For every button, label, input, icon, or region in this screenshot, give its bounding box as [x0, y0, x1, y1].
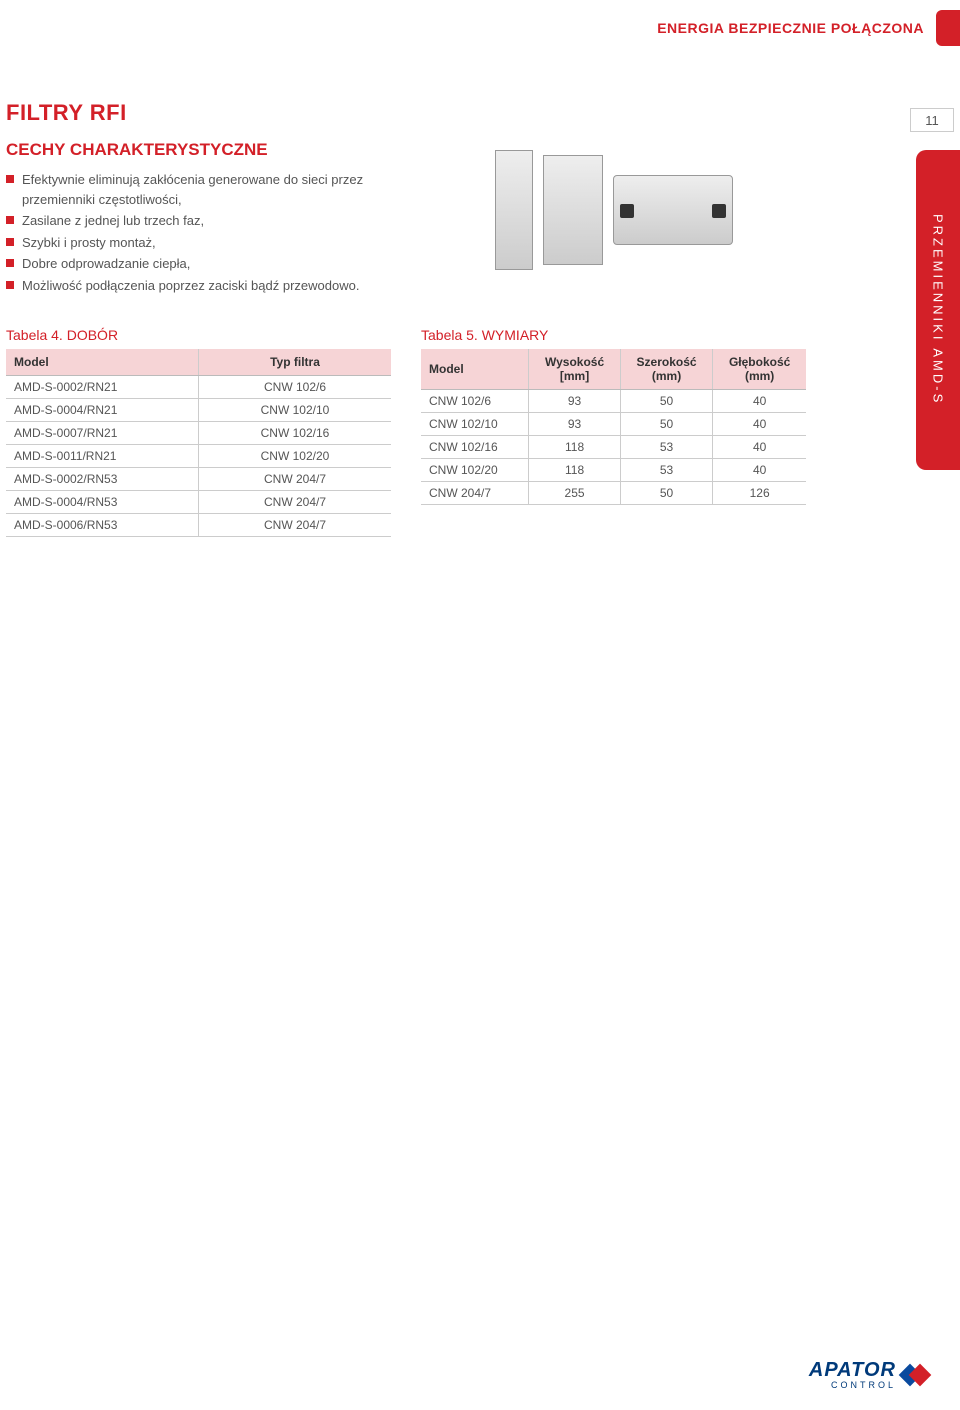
table-cell: 126	[713, 482, 806, 505]
table5: Model Wysokość [mm] Szerokość (mm) Głębo…	[421, 349, 806, 505]
device-illustration	[543, 155, 603, 265]
header-bar: ENERGIA BEZPIECZNIE POŁĄCZONA	[657, 10, 960, 46]
table-cell: 50	[620, 482, 712, 505]
table-cell: 50	[620, 390, 712, 413]
table5-column: Tabela 5. WYMIARY Model Wysokość [mm] Sz…	[421, 297, 806, 537]
table-cell: CNW 102/6	[199, 376, 392, 399]
feature-item: Efektywnie eliminują zakłócenia generowa…	[6, 170, 391, 209]
table-row: AMD-S-0011/RN21CNW 102/20	[6, 445, 391, 468]
table-cell: 93	[529, 413, 621, 436]
table-cell: CNW 102/16	[199, 422, 392, 445]
table-row: CNW 102/161185340	[421, 436, 806, 459]
table-cell: AMD-S-0007/RN21	[6, 422, 199, 445]
subsection-title: CECHY CHARAKTERYSTYCZNE	[6, 140, 391, 160]
feature-item: Możliwość podłączenia poprzez zaciski bą…	[6, 276, 391, 296]
feature-item: Dobre odprowadzanie ciepła,	[6, 254, 391, 274]
feature-item: Zasilane z jednej lub trzech faz,	[6, 211, 391, 231]
table-cell: 40	[713, 413, 806, 436]
table-row: CNW 204/725550126	[421, 482, 806, 505]
table-cell: CNW 102/20	[199, 445, 392, 468]
table-cell: 255	[529, 482, 621, 505]
header-tagline: ENERGIA BEZPIECZNIE POŁĄCZONA	[657, 20, 924, 36]
table5-caption: Tabela 5. WYMIARY	[421, 327, 806, 343]
table4-column: Tabela 4. DOBÓR Model Typ filtra AMD-S-0…	[6, 297, 391, 537]
table-cell: 118	[529, 436, 621, 459]
table-cell: AMD-S-0006/RN53	[6, 514, 199, 537]
table-cell: 53	[620, 436, 712, 459]
table-cell: 118	[529, 459, 621, 482]
table-cell: CNW 204/7	[199, 491, 392, 514]
section-title: FILTRY RFI	[6, 100, 836, 126]
table-cell: 40	[713, 436, 806, 459]
image-column	[421, 140, 806, 297]
table-cell: 93	[529, 390, 621, 413]
side-tab-label: PRZEMIENNIKI AMD-S	[931, 214, 946, 405]
table-row: AMD-S-0006/RN53CNW 204/7	[6, 514, 391, 537]
feature-item: Szybki i prosty montaż,	[6, 233, 391, 253]
table5-header: Głębokość (mm)	[713, 349, 806, 390]
tables-two-col: Tabela 4. DOBÓR Model Typ filtra AMD-S-0…	[6, 297, 836, 537]
logo-text: APATOR CONTROL	[809, 1359, 896, 1390]
table-row: AMD-S-0007/RN21CNW 102/16	[6, 422, 391, 445]
logo-sub: CONTROL	[831, 1380, 896, 1390]
content-area: FILTRY RFI CECHY CHARAKTERYSTYCZNE Efekt…	[6, 100, 836, 537]
table-row: AMD-S-0002/RN53CNW 204/7	[6, 468, 391, 491]
table-cell: CNW 102/10	[199, 399, 392, 422]
table-row: AMD-S-0004/RN53CNW 204/7	[6, 491, 391, 514]
table-cell: AMD-S-0002/RN53	[6, 468, 199, 491]
table5-header: Wysokość [mm]	[529, 349, 621, 390]
device-illustration	[495, 150, 533, 270]
table5-header: Szerokość (mm)	[620, 349, 712, 390]
header-red-tab	[936, 10, 960, 46]
table-cell: 40	[713, 459, 806, 482]
product-image	[454, 140, 774, 280]
table-cell: CNW 102/20	[421, 459, 529, 482]
table-cell: CNW 102/16	[421, 436, 529, 459]
table4: Model Typ filtra AMD-S-0002/RN21CNW 102/…	[6, 349, 391, 537]
logo-mark-icon	[902, 1361, 930, 1389]
side-tab: PRZEMIENNIKI AMD-S	[916, 150, 960, 470]
upper-two-col: CECHY CHARAKTERYSTYCZNE Efektywnie elimi…	[6, 140, 836, 297]
features-column: CECHY CHARAKTERYSTYCZNE Efektywnie elimi…	[6, 140, 391, 297]
table-cell: CNW 204/7	[199, 514, 392, 537]
page-number-box: 11	[910, 108, 954, 132]
footer-logo: APATOR CONTROL	[809, 1359, 930, 1390]
table5-header: Model	[421, 349, 529, 390]
table-cell: AMD-S-0002/RN21	[6, 376, 199, 399]
table-cell: 40	[713, 390, 806, 413]
table5-body: CNW 102/6935040CNW 102/10935040CNW 102/1…	[421, 390, 806, 505]
table-cell: 53	[620, 459, 712, 482]
table-cell: CNW 102/6	[421, 390, 529, 413]
features-list: Efektywnie eliminują zakłócenia generowa…	[6, 170, 391, 295]
table4-header: Typ filtra	[199, 349, 392, 376]
table4-caption: Tabela 4. DOBÓR	[6, 327, 391, 343]
table-cell: CNW 204/7	[421, 482, 529, 505]
table4-header: Model	[6, 349, 199, 376]
table-row: AMD-S-0002/RN21CNW 102/6	[6, 376, 391, 399]
table4-body: AMD-S-0002/RN21CNW 102/6AMD-S-0004/RN21C…	[6, 376, 391, 537]
table-cell: CNW 102/10	[421, 413, 529, 436]
table-row: CNW 102/201185340	[421, 459, 806, 482]
device-illustration	[613, 175, 733, 245]
table-row: CNW 102/6935040	[421, 390, 806, 413]
page-number: 11	[925, 113, 939, 128]
table-cell: 50	[620, 413, 712, 436]
logo-brand: APATOR	[809, 1359, 896, 1382]
table-cell: AMD-S-0011/RN21	[6, 445, 199, 468]
table-row: CNW 102/10935040	[421, 413, 806, 436]
table-cell: CNW 204/7	[199, 468, 392, 491]
table-row: AMD-S-0004/RN21CNW 102/10	[6, 399, 391, 422]
table-cell: AMD-S-0004/RN53	[6, 491, 199, 514]
table-cell: AMD-S-0004/RN21	[6, 399, 199, 422]
